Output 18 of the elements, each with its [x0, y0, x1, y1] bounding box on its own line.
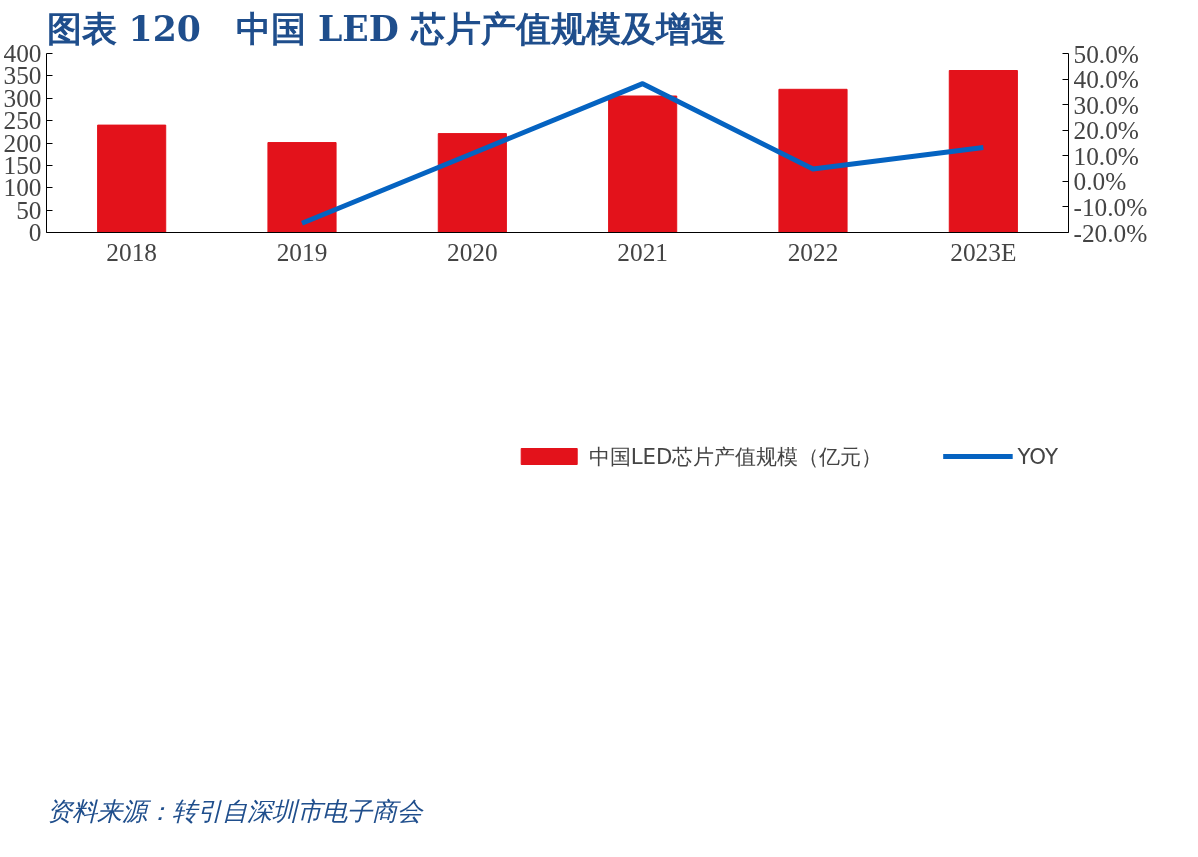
bar: [97, 124, 167, 233]
bar: [778, 88, 848, 233]
x-tick-label: 2018: [106, 237, 157, 266]
text: 资料来源：转引自深圳市电子商会: [46, 795, 424, 826]
bar: [267, 142, 337, 233]
legend-label: 中国LED芯片产值规模（亿元）: [588, 442, 883, 471]
chart-title: 图表 120 中国 LED 芯片产值规模及增速: [46, 7, 726, 49]
x-tick-label: 2020: [447, 237, 498, 266]
x-tick-label: 2022: [787, 237, 839, 266]
bar: [948, 70, 1018, 233]
x-tick-label: 2023E: [950, 237, 1017, 266]
x-tick-label: 2021: [617, 237, 668, 266]
y2-tick-label: 50.0%: [1073, 39, 1139, 68]
legend-label: YOY: [1017, 443, 1058, 469]
bar: [608, 95, 678, 233]
x-tick-label: 2019: [276, 237, 328, 266]
y2-tick-label: -20.0%: [1073, 218, 1148, 247]
bar: [437, 133, 507, 233]
